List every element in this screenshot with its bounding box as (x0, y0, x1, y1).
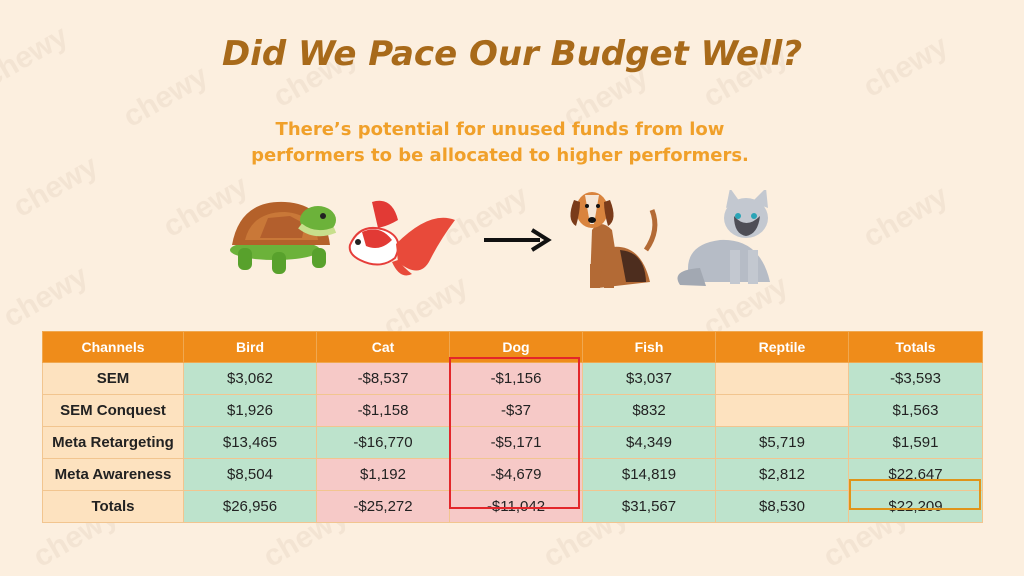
table-cell (715, 394, 849, 427)
table-cell: -$25,272 (316, 490, 450, 523)
table-cell: -$3,593 (848, 362, 983, 395)
table-cell (715, 362, 849, 395)
cat-icon (677, 190, 770, 286)
budget-pacing-table: Channels Bird Cat Dog Fish Reptile Total… (42, 331, 983, 523)
table-cell: $1,926 (183, 394, 317, 427)
fish-icon (348, 200, 455, 276)
column-header: Fish (582, 331, 716, 363)
arrow-right-icon (484, 228, 552, 252)
dog-icon (570, 192, 658, 288)
table-cell: $1,563 (848, 394, 983, 427)
table-cell: -$37 (449, 394, 583, 427)
column-header: Dog (449, 331, 583, 363)
table-cell: $3,062 (183, 362, 317, 395)
table-cell: $4,349 (582, 426, 716, 459)
table-cell: -$16,770 (316, 426, 450, 459)
table-row: Totals $26,956 -$25,272 -$11,042 $31,567… (42, 490, 983, 523)
table-row: SEM $3,062 -$8,537 -$1,156 $3,037 -$3,59… (42, 362, 983, 395)
table-row: SEM Conquest $1,926 -$1,158 -$37 $832 $1… (42, 394, 983, 427)
table-cell: -$1,158 (316, 394, 450, 427)
row-label: Meta Awareness (42, 458, 184, 491)
table-cell: -$11,042 (449, 490, 583, 523)
table-cell: $832 (582, 394, 716, 427)
row-label: SEM (42, 362, 184, 395)
table-cell: -$5,171 (449, 426, 583, 459)
table-cell: -$1,156 (449, 362, 583, 395)
row-label: Meta Retargeting (42, 426, 184, 459)
table-cell: -$8,537 (316, 362, 450, 395)
column-header: Totals (848, 331, 983, 363)
table-cell: $14,819 (582, 458, 716, 491)
table-row: Meta Retargeting $13,465 -$16,770 -$5,17… (42, 426, 983, 459)
turtle-icon (230, 201, 337, 274)
table-cell: $5,719 (715, 426, 849, 459)
table-cell: $31,567 (582, 490, 716, 523)
table-cell: $1,192 (316, 458, 450, 491)
table-cell: $3,037 (582, 362, 716, 395)
table-row: Meta Awareness $8,504 $1,192 -$4,679 $14… (42, 458, 983, 491)
table-cell: $13,465 (183, 426, 317, 459)
column-header: Cat (316, 331, 450, 363)
page-title: Did We Pace Our Budget Well? (221, 34, 803, 74)
table-cell: $22,647 (848, 458, 983, 491)
table-cell: $2,812 (715, 458, 849, 491)
column-header: Bird (183, 331, 317, 363)
table-cell: $22,209 (848, 490, 983, 523)
table-cell: $8,504 (183, 458, 317, 491)
pets-illustration (230, 190, 770, 288)
column-header: Reptile (715, 331, 849, 363)
row-label: SEM Conquest (42, 394, 184, 427)
page-subtitle: There’s potential for unused funds from … (230, 117, 770, 169)
table-cell: -$4,679 (449, 458, 583, 491)
table-header-row: Channels Bird Cat Dog Fish Reptile Total… (42, 331, 983, 363)
table-cell: $1,591 (848, 426, 983, 459)
subtitle-line: There’s potential for unused funds from … (275, 119, 725, 140)
row-label: Totals (42, 490, 184, 523)
subtitle-line: performers to be allocated to higher per… (251, 145, 749, 166)
column-header: Channels (42, 331, 184, 363)
table-cell: $26,956 (183, 490, 317, 523)
table-cell: $8,530 (715, 490, 849, 523)
